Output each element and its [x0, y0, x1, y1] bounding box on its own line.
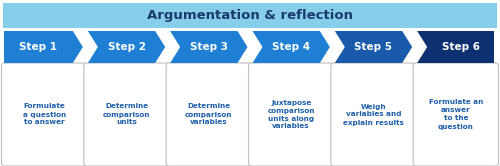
Text: Determine
comparison
variables: Determine comparison variables [185, 103, 232, 125]
Polygon shape [252, 31, 330, 63]
FancyBboxPatch shape [331, 63, 416, 166]
FancyBboxPatch shape [248, 63, 334, 166]
Text: Step 4: Step 4 [272, 42, 310, 52]
Polygon shape [170, 31, 248, 63]
Text: Formulate
a question
to answer: Formulate a question to answer [22, 103, 66, 125]
Polygon shape [4, 31, 83, 63]
Text: Weigh
variables and
explain results: Weigh variables and explain results [343, 103, 404, 125]
Text: Step 3: Step 3 [190, 42, 228, 52]
Text: Formulate an
answer
to the
question: Formulate an answer to the question [428, 99, 483, 129]
FancyBboxPatch shape [413, 63, 498, 166]
FancyBboxPatch shape [166, 63, 252, 166]
Text: Step 2: Step 2 [108, 42, 146, 52]
Text: Determine
comparison
units: Determine comparison units [103, 103, 150, 125]
FancyBboxPatch shape [3, 3, 497, 28]
Polygon shape [335, 31, 412, 63]
Text: Step 6: Step 6 [442, 42, 480, 52]
FancyBboxPatch shape [84, 63, 169, 166]
Text: Step 1: Step 1 [20, 42, 58, 52]
Text: Step 5: Step 5 [354, 42, 393, 52]
Text: Argumentation & reflection: Argumentation & reflection [147, 9, 353, 22]
Polygon shape [88, 31, 165, 63]
Polygon shape [417, 31, 494, 63]
FancyBboxPatch shape [2, 63, 87, 166]
Text: Juxtapose
comparison
units along
variables: Juxtapose comparison units along variabl… [268, 99, 315, 129]
